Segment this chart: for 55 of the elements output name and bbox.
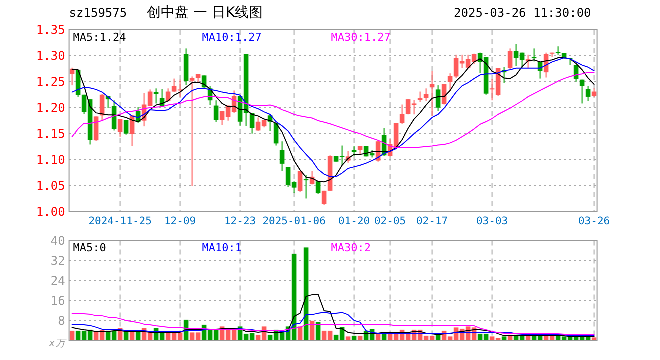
chart-title: 创中盘 一 日K线图	[146, 5, 264, 21]
x-tick-label: 03-03	[476, 216, 508, 228]
text: MA10:1	[202, 242, 242, 255]
x-tick-label: 12-09	[164, 216, 196, 228]
candlestick	[418, 91, 423, 103]
y-tick-label: 1.10	[36, 152, 66, 167]
candlestick	[508, 48, 513, 70]
y-tick-label: 32	[50, 254, 66, 268]
candlestick	[400, 104, 405, 125]
x-tick-label: 12-23	[224, 216, 256, 228]
y-tick-label: 16	[50, 294, 66, 308]
candlestick	[118, 118, 123, 138]
candlestick	[580, 79, 585, 104]
text: MA30:2	[331, 242, 372, 255]
x-tick-label: 01-20	[338, 216, 370, 228]
y-tick-label: 8	[58, 314, 66, 328]
y-tick-label: 1.25	[36, 75, 66, 90]
text: 2025-03-26 11:30:00	[454, 6, 592, 20]
candlestick	[436, 85, 441, 112]
text: MA5:1.24	[73, 31, 127, 44]
y-tick-label: 1.00	[36, 204, 66, 219]
x-tick-label: 02-05	[374, 216, 406, 228]
candlestick	[304, 174, 309, 200]
x-tick-label: 02-17	[416, 216, 448, 228]
y-tick-label: 1.20	[36, 101, 66, 116]
text: MA30:1.27	[331, 31, 391, 44]
chart-subtitle: sz159575	[69, 6, 128, 20]
candlestick	[532, 48, 537, 62]
text: MA5:0	[73, 242, 106, 255]
y-tick-label: 40	[50, 234, 66, 248]
candlestick	[124, 120, 129, 136]
y-axis-title: x万	[48, 338, 68, 350]
candlestick	[556, 46, 561, 56]
y-tick-label: 1.15	[36, 127, 66, 142]
candlestick	[154, 88, 159, 104]
candlestick	[94, 116, 99, 142]
y-tick-label: 1.05	[36, 178, 66, 193]
candlestick	[316, 181, 321, 195]
candlestick	[280, 141, 285, 172]
candlestick	[298, 170, 303, 193]
candlestick	[214, 100, 219, 123]
line-series	[72, 294, 595, 338]
y-tick-label: 1.30	[36, 49, 66, 64]
x-tick-label: 03-26	[578, 216, 610, 228]
y-tick-label: 1.35	[36, 23, 66, 38]
candlestick	[586, 86, 591, 102]
candlestick	[430, 70, 435, 117]
text: MA10:1.27	[202, 31, 262, 44]
candlestick	[424, 88, 429, 102]
x-tick-label: 2025-01-06	[262, 216, 326, 228]
candlestick	[352, 146, 357, 157]
y-tick-label: 24	[50, 274, 66, 288]
candlestick	[190, 76, 195, 187]
x-tick-label: 2024-11-25	[88, 216, 152, 228]
candlestick	[322, 190, 327, 206]
